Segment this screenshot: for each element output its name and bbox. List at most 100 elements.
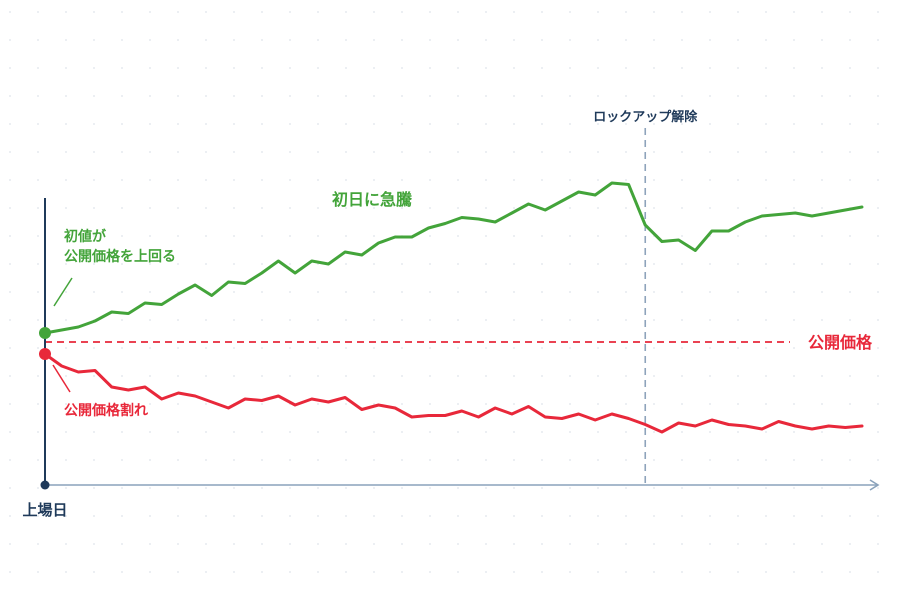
grid-dot	[93, 179, 95, 181]
grid-dot	[793, 291, 795, 293]
grid-dot	[765, 179, 767, 181]
grid-dot	[765, 95, 767, 97]
grid-dot	[653, 375, 655, 377]
grid-dot	[289, 431, 291, 433]
grid-dot	[401, 403, 403, 405]
grid-dot	[233, 95, 235, 97]
grid-dot	[653, 11, 655, 13]
annotation-below-ipo: 公開価格割れ	[64, 402, 148, 419]
grid-dot	[37, 459, 39, 461]
grid-dot	[233, 319, 235, 321]
grid-dot	[37, 151, 39, 153]
grid-dot	[737, 375, 739, 377]
grid-dot	[429, 11, 431, 13]
grid-dot	[205, 375, 207, 377]
grid-dot	[261, 431, 263, 433]
grid-dot	[149, 571, 151, 573]
grid-dot	[9, 459, 11, 461]
grid-dot	[429, 515, 431, 517]
grid-dot	[317, 123, 319, 125]
grid-dot	[289, 375, 291, 377]
grid-dot	[625, 515, 627, 517]
grid-dot	[681, 375, 683, 377]
grid-dot	[289, 515, 291, 517]
grid-dot	[737, 11, 739, 13]
grid-dot	[457, 291, 459, 293]
grid-dot	[93, 431, 95, 433]
grid-dot	[877, 11, 879, 13]
grid-dot	[681, 67, 683, 69]
grid-dot	[345, 95, 347, 97]
grid-dot	[541, 151, 543, 153]
grid-dot	[205, 151, 207, 153]
grid-dot	[737, 235, 739, 237]
grid-dot	[9, 95, 11, 97]
grid-dot	[597, 235, 599, 237]
grid-dot	[737, 95, 739, 97]
grid-dot	[121, 487, 123, 489]
grid-dot	[373, 375, 375, 377]
grid-dot	[429, 347, 431, 349]
grid-dot	[205, 459, 207, 461]
grid-dot	[793, 179, 795, 181]
grid-dot	[457, 39, 459, 41]
grid-dot	[877, 347, 879, 349]
grid-dot	[261, 571, 263, 573]
grid-dot	[597, 515, 599, 517]
grid-dot	[93, 571, 95, 573]
grid-dot	[877, 123, 879, 125]
grid-dot	[541, 571, 543, 573]
grid-dot	[541, 39, 543, 41]
grid-dot	[485, 291, 487, 293]
grid-dot	[289, 487, 291, 489]
grid-dot	[93, 235, 95, 237]
grid-dot	[261, 207, 263, 209]
grid-dot	[93, 487, 95, 489]
grid-dot	[93, 263, 95, 265]
grid-dot	[289, 319, 291, 321]
grid-dot	[877, 235, 879, 237]
grid-dot	[233, 431, 235, 433]
grid-dot	[597, 67, 599, 69]
grid-dot	[149, 179, 151, 181]
grid-dot	[149, 291, 151, 293]
grid-dot	[121, 39, 123, 41]
grid-dot	[205, 95, 207, 97]
grid-dot	[373, 67, 375, 69]
grid-dot	[289, 291, 291, 293]
grid-dot	[65, 11, 67, 13]
grid-dot	[513, 459, 515, 461]
grid-dot	[261, 403, 263, 405]
grid-dot	[877, 515, 879, 517]
grid-dot	[205, 11, 207, 13]
grid-dot	[765, 543, 767, 545]
grid-dot	[765, 11, 767, 13]
grid-dot	[317, 235, 319, 237]
grid-dot	[597, 95, 599, 97]
grid-dot	[513, 487, 515, 489]
grid-dot	[821, 291, 823, 293]
grid-dot	[485, 431, 487, 433]
grid-dot	[121, 179, 123, 181]
grid-dot	[65, 487, 67, 489]
grid-dot	[513, 11, 515, 13]
grid-dot	[149, 431, 151, 433]
grid-dot	[373, 347, 375, 349]
grid-dot	[821, 543, 823, 545]
grid-dot	[569, 151, 571, 153]
grid-dot	[793, 151, 795, 153]
grid-dot	[877, 39, 879, 41]
grid-dot	[373, 431, 375, 433]
grid-dot	[401, 431, 403, 433]
grid-dot	[121, 207, 123, 209]
grid-dot	[121, 263, 123, 265]
grid-dot	[569, 487, 571, 489]
grid-dot	[205, 487, 207, 489]
grid-dot	[709, 375, 711, 377]
grid-dot	[541, 11, 543, 13]
grid-dot	[149, 375, 151, 377]
series-start-dot-below	[39, 348, 51, 360]
grid-dot	[345, 375, 347, 377]
grid-dot	[37, 123, 39, 125]
